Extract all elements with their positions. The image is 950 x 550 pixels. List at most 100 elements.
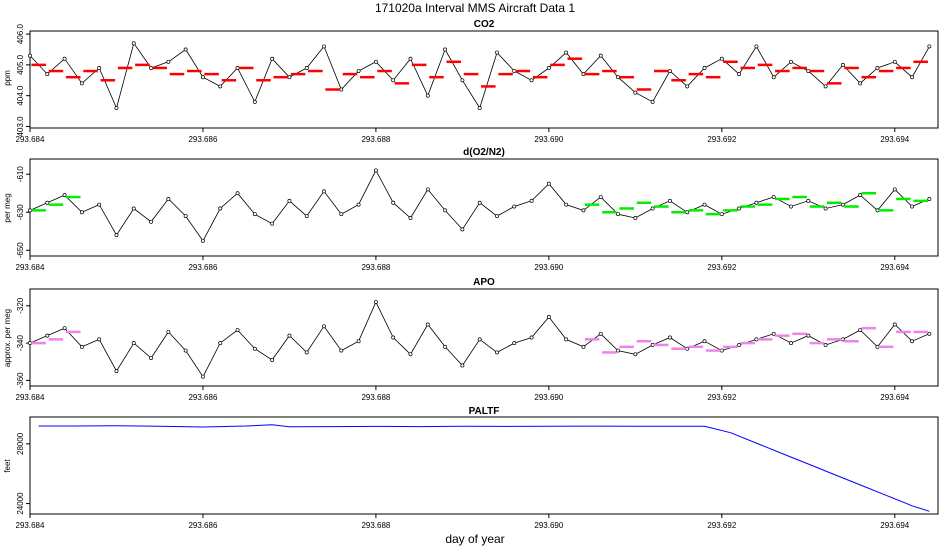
- data-point-co2: [166, 59, 171, 64]
- x-axis-o2: 293.684 293.686 293.688 293.690 293.692 …: [16, 256, 910, 272]
- ylabel-paltf: feet: [3, 459, 12, 473]
- data-point-o2: [460, 227, 465, 232]
- xtick-label-o2-0: 293.684: [16, 263, 45, 272]
- data-point-apo: [910, 339, 915, 344]
- plot-box-apo: [29, 288, 939, 387]
- data-point-co2: [564, 50, 569, 55]
- data-point-co2: [495, 50, 499, 55]
- data-point-co2: [910, 75, 915, 80]
- series-line-paltf-0: [38, 424, 930, 512]
- data-point-o2: [685, 210, 690, 215]
- xtick-co2-5: 293.694: [880, 128, 910, 144]
- xtick-o2-0: 293.684: [16, 256, 45, 272]
- xtick-label-o2-3: 293.690: [534, 263, 563, 272]
- x-axis-apo: 293.684 293.686 293.688 293.690 293.692 …: [16, 386, 910, 402]
- data-point-co2: [443, 47, 448, 52]
- data-point-apo: [702, 339, 707, 344]
- xtick-label-o2-4: 293.692: [707, 263, 736, 272]
- xtick-apo-0: 293.684: [16, 386, 45, 402]
- data-point-co2: [858, 81, 863, 86]
- data-point-o2: [581, 208, 586, 213]
- x-axis-paltf: 293.684 293.686 293.688 293.690 293.692 …: [16, 514, 910, 530]
- data-point-apo: [460, 363, 465, 368]
- xtick-label-paltf-1: 293.686: [188, 521, 217, 530]
- panel-title-o2: d(O2/N2): [463, 147, 505, 158]
- data-point-o2: [304, 214, 309, 219]
- data-point-apo: [754, 337, 759, 342]
- ytick-apo-1: -340: [16, 335, 30, 352]
- data-point-co2: [408, 56, 413, 61]
- data-point-co2: [892, 59, 897, 64]
- data-point-co2: [702, 66, 707, 70]
- data-point-o2: [495, 214, 499, 219]
- data-point-o2: [477, 200, 482, 205]
- data-point-co2: [754, 44, 759, 49]
- xtick-paltf-2: 293.688: [361, 514, 391, 530]
- ytick-label-apo-0: -320: [16, 297, 25, 314]
- xtick-label-co2-5: 293.694: [880, 135, 909, 144]
- data-point-o2: [719, 212, 724, 217]
- data-point-co2: [304, 66, 309, 70]
- data-point-apo: [114, 369, 119, 374]
- data-point-apo: [183, 348, 188, 353]
- data-point-o2: [633, 216, 638, 220]
- data-point-o2: [529, 198, 534, 203]
- ytick-label-apo-1: -340: [16, 335, 25, 352]
- y-axis-co2: 403.0 404.0 405.0 406.0: [16, 24, 30, 136]
- data-point-apo: [97, 337, 102, 342]
- ytick-label-co2-2: 405.0: [16, 54, 25, 75]
- data-point-o2: [650, 206, 655, 211]
- xtick-label-co2-4: 293.692: [707, 135, 736, 144]
- data-point-co2: [875, 66, 880, 70]
- data-point-apo: [443, 344, 448, 349]
- y-axis-apo: -320 -340 -360: [16, 297, 30, 388]
- data-point-o2: [667, 198, 672, 203]
- data-point-co2: [581, 72, 586, 77]
- data-point-o2: [235, 191, 240, 196]
- xtick-apo-4: 293.692: [707, 386, 737, 402]
- panel-apo: APO approx. per meg -320 -340 -360 293.6…: [3, 277, 939, 402]
- plot-box-co2: [29, 30, 939, 129]
- xtick-label-paltf-2: 293.688: [361, 521, 390, 530]
- data-point-o2: [270, 221, 275, 226]
- xtick-co2-4: 293.692: [707, 128, 737, 144]
- xtick-apo-2: 293.688: [361, 386, 391, 402]
- data-point-apo: [598, 331, 603, 336]
- data-point-apo: [252, 346, 257, 351]
- xtick-paltf-1: 293.686: [188, 514, 218, 530]
- ytick-apo-2: -360: [16, 372, 30, 388]
- data-point-co2: [719, 56, 724, 61]
- data-point-apo: [339, 348, 344, 353]
- data-point-apo: [304, 350, 309, 355]
- data-point-apo: [149, 356, 154, 360]
- xtick-label-o2-5: 293.694: [880, 263, 909, 272]
- ylabel-o2: per meg: [3, 193, 12, 222]
- marks-apo: [28, 300, 932, 379]
- data-point-apo: [858, 328, 863, 332]
- data-point-o2: [616, 212, 620, 217]
- xtick-o2-2: 293.688: [361, 256, 391, 272]
- data-point-apo: [719, 348, 724, 353]
- data-point-apo: [875, 344, 880, 349]
- xtick-label-o2-2: 293.688: [361, 263, 390, 272]
- data-point-co2: [391, 78, 396, 83]
- xtick-paltf-4: 293.692: [707, 514, 737, 530]
- xtick-label-apo-5: 293.694: [880, 393, 909, 402]
- data-point-o2: [840, 202, 845, 207]
- data-point-o2: [789, 204, 793, 209]
- xtick-label-co2-3: 293.690: [534, 135, 563, 144]
- data-point-co2: [789, 59, 793, 64]
- ytick-label-o2-0: -610: [16, 166, 25, 183]
- data-point-co2: [62, 56, 67, 61]
- data-point-co2: [97, 66, 102, 70]
- data-point-o2: [166, 196, 171, 201]
- data-point-o2: [339, 212, 344, 217]
- data-point-co2: [546, 66, 551, 70]
- xtick-co2-3: 293.690: [534, 128, 564, 144]
- ytick-co2-1: 404.0: [16, 85, 30, 106]
- data-point-o2: [875, 208, 880, 213]
- ytick-label-co2-3: 406.0: [16, 24, 25, 45]
- data-point-apo: [373, 300, 378, 305]
- ytick-label-co2-1: 404.0: [16, 85, 25, 106]
